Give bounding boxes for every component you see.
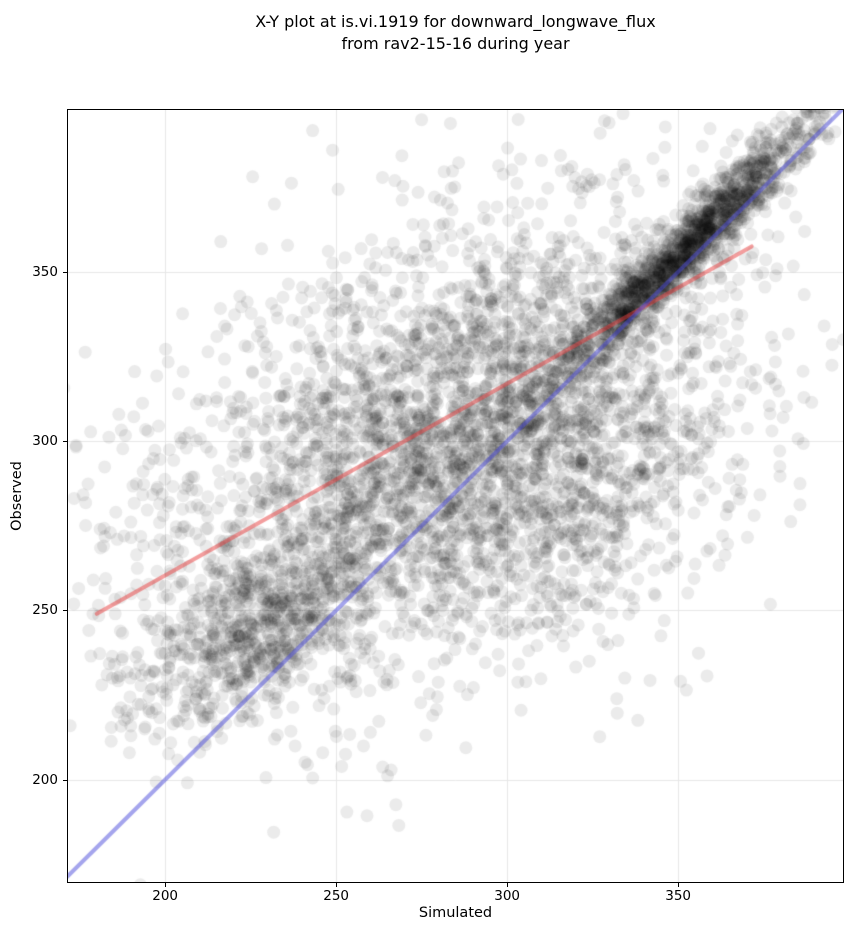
y-tick-label: 350: [32, 263, 58, 280]
x-tick-label: 350: [665, 888, 692, 904]
scatter-plot-canvas: [68, 110, 843, 882]
x-tick-mark: [336, 883, 338, 887]
plot-border: [67, 109, 844, 883]
title-line-2: from rav2-15-16 during year: [341, 34, 570, 53]
x-tick-label: 250: [323, 888, 350, 904]
y-tick-mark: [63, 779, 67, 781]
y-tick-mark: [63, 441, 67, 443]
x-tick-mark: [165, 883, 167, 887]
x-tick-label: 300: [494, 888, 521, 904]
y-tick-label: 300: [32, 433, 58, 450]
y-tick-mark: [63, 610, 67, 612]
y-axis-label: Observed: [9, 461, 25, 531]
x-axis-label: Simulated: [418, 905, 493, 921]
x-tick-label: 200: [152, 888, 179, 904]
x-tick-mark: [678, 883, 680, 887]
y-tick-label: 250: [32, 602, 58, 619]
y-tick-label: 200: [32, 771, 58, 788]
page-title: X-Y plot at is.vi.1919 for downward_long…: [68, 11, 843, 55]
y-tick-mark: [63, 271, 67, 273]
x-tick-mark: [507, 883, 509, 887]
title-line-1: X-Y plot at is.vi.1919 for downward_long…: [255, 12, 656, 31]
